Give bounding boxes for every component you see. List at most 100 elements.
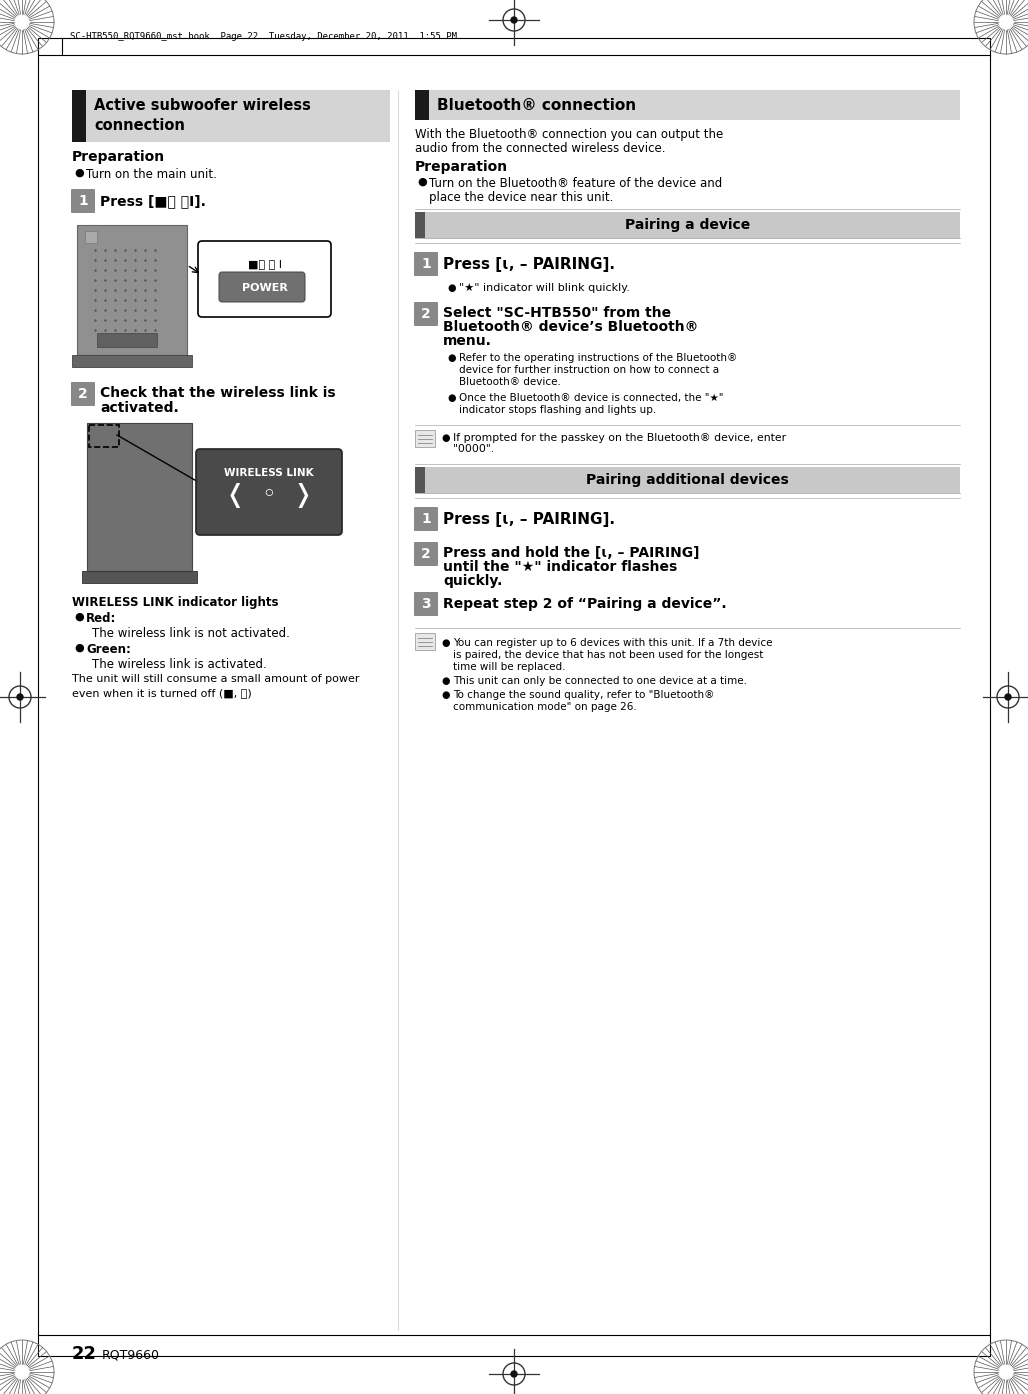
Text: ❬  ◦  ❭: ❬ ◦ ❭ <box>225 482 314 507</box>
Text: device for further instruction on how to connect a: device for further instruction on how to… <box>458 365 720 375</box>
Text: Pairing additional devices: Pairing additional devices <box>586 473 788 487</box>
Text: quickly.: quickly. <box>443 574 503 588</box>
Bar <box>415 91 960 120</box>
Text: ●: ● <box>441 676 449 686</box>
FancyBboxPatch shape <box>414 592 438 616</box>
Text: communication mode" on page 26.: communication mode" on page 26. <box>453 703 636 712</box>
FancyBboxPatch shape <box>414 302 438 326</box>
Text: ●: ● <box>74 169 83 178</box>
FancyBboxPatch shape <box>414 542 438 566</box>
Text: 1: 1 <box>421 512 431 526</box>
Text: The wireless link is activated.: The wireless link is activated. <box>91 658 266 671</box>
Text: even when it is turned off (■, ⏻): even when it is turned off (■, ⏻) <box>72 689 252 698</box>
Text: until the "★" indicator flashes: until the "★" indicator flashes <box>443 560 677 574</box>
Bar <box>415 91 429 120</box>
FancyBboxPatch shape <box>71 190 95 213</box>
Text: ●: ● <box>441 690 449 700</box>
Text: indicator stops flashing and lights up.: indicator stops flashing and lights up. <box>458 406 656 415</box>
Text: Once the Bluetooth® device is connected, the "★": Once the Bluetooth® device is connected,… <box>458 393 724 403</box>
Text: Check that the wireless link is: Check that the wireless link is <box>100 386 335 400</box>
Text: Preparation: Preparation <box>415 160 508 174</box>
Text: Bluetooth® device.: Bluetooth® device. <box>458 376 561 388</box>
FancyBboxPatch shape <box>196 449 342 535</box>
Circle shape <box>1005 694 1011 700</box>
Text: ●: ● <box>447 353 455 362</box>
Text: Turn on the main unit.: Turn on the main unit. <box>86 169 217 181</box>
Bar <box>97 333 157 347</box>
Bar <box>415 212 425 238</box>
Text: 3: 3 <box>421 597 431 611</box>
Text: Press and hold the [ɩ, – PAIRING]: Press and hold the [ɩ, – PAIRING] <box>443 546 699 560</box>
Text: RQT9660: RQT9660 <box>102 1348 160 1361</box>
Text: Pairing a device: Pairing a device <box>625 217 750 231</box>
Text: The unit will still consume a small amount of power: The unit will still consume a small amou… <box>72 675 360 684</box>
Text: ●: ● <box>74 643 83 652</box>
Text: WIRELESS LINK indicator lights: WIRELESS LINK indicator lights <box>72 597 279 609</box>
Text: Select "SC-HTB550" from the: Select "SC-HTB550" from the <box>443 307 671 321</box>
Bar <box>85 231 97 243</box>
Text: menu.: menu. <box>443 335 491 348</box>
Text: POWER: POWER <box>242 283 288 293</box>
FancyBboxPatch shape <box>414 507 438 531</box>
FancyBboxPatch shape <box>198 241 331 316</box>
Text: Press [ɩ, – PAIRING].: Press [ɩ, – PAIRING]. <box>443 512 615 527</box>
Bar <box>72 91 86 142</box>
Bar <box>415 467 960 493</box>
Circle shape <box>511 1372 517 1377</box>
Text: Active subwoofer wireless: Active subwoofer wireless <box>94 98 310 113</box>
Text: SC-HTB550_RQT9660_mst.book  Page 22  Tuesday, December 20, 2011  1:55 PM: SC-HTB550_RQT9660_mst.book Page 22 Tuesd… <box>70 32 457 40</box>
Text: "0000".: "0000". <box>453 445 494 454</box>
Text: Green:: Green: <box>86 643 131 657</box>
Text: This unit can only be connected to one device at a time.: This unit can only be connected to one d… <box>453 676 747 686</box>
Text: Press [■⏻ ⎯I].: Press [■⏻ ⎯I]. <box>100 194 206 208</box>
Text: place the device near this unit.: place the device near this unit. <box>429 191 614 204</box>
Text: 2: 2 <box>421 307 431 321</box>
FancyBboxPatch shape <box>71 382 95 406</box>
FancyBboxPatch shape <box>219 272 305 302</box>
Text: Preparation: Preparation <box>72 151 166 164</box>
Text: audio from the connected wireless device.: audio from the connected wireless device… <box>415 142 665 155</box>
Text: To change the sound quality, refer to "Bluetooth®: To change the sound quality, refer to "B… <box>453 690 714 700</box>
Text: activated.: activated. <box>100 401 179 415</box>
Text: time will be replaced.: time will be replaced. <box>453 662 565 672</box>
Text: You can register up to 6 devices with this unit. If a 7th device: You can register up to 6 devices with th… <box>453 638 772 648</box>
Text: ■⏻ ⎯ I: ■⏻ ⎯ I <box>248 259 282 269</box>
Bar <box>82 572 197 583</box>
Bar <box>87 422 192 572</box>
Bar <box>89 425 119 447</box>
Bar <box>72 355 192 367</box>
FancyBboxPatch shape <box>414 252 438 276</box>
Bar <box>72 91 390 142</box>
Text: The wireless link is not activated.: The wireless link is not activated. <box>91 627 290 640</box>
Text: 1: 1 <box>421 256 431 270</box>
Text: Refer to the operating instructions of the Bluetooth®: Refer to the operating instructions of t… <box>458 353 737 362</box>
Text: Red:: Red: <box>86 612 116 625</box>
Text: 2: 2 <box>421 546 431 560</box>
Text: ●: ● <box>417 177 427 187</box>
Text: ●: ● <box>447 393 455 403</box>
Text: Press [ɩ, – PAIRING].: Press [ɩ, – PAIRING]. <box>443 256 615 272</box>
Text: Repeat step 2 of “Pairing a device”.: Repeat step 2 of “Pairing a device”. <box>443 597 727 611</box>
Text: ●: ● <box>74 612 83 622</box>
Text: ●: ● <box>441 434 449 443</box>
Bar <box>415 633 435 650</box>
Text: ●: ● <box>441 638 449 648</box>
Text: Bluetooth® device’s Bluetooth®: Bluetooth® device’s Bluetooth® <box>443 321 698 335</box>
Text: WIRELESS LINK: WIRELESS LINK <box>224 468 314 478</box>
Text: If prompted for the passkey on the Bluetooth® device, enter: If prompted for the passkey on the Bluet… <box>453 434 786 443</box>
Text: 22: 22 <box>72 1345 97 1363</box>
Text: is paired, the device that has not been used for the longest: is paired, the device that has not been … <box>453 650 764 659</box>
Circle shape <box>17 694 23 700</box>
Text: "★" indicator will blink quickly.: "★" indicator will blink quickly. <box>458 283 630 293</box>
Bar <box>415 429 435 447</box>
Text: With the Bluetooth® connection you can output the: With the Bluetooth® connection you can o… <box>415 128 724 141</box>
Bar <box>415 212 960 238</box>
Bar <box>415 467 425 493</box>
Text: Turn on the Bluetooth® feature of the device and: Turn on the Bluetooth® feature of the de… <box>429 177 723 190</box>
Text: 1: 1 <box>78 194 87 208</box>
Bar <box>77 224 187 355</box>
Text: connection: connection <box>94 118 185 132</box>
Text: ●: ● <box>447 283 455 293</box>
Circle shape <box>511 17 517 22</box>
Text: Bluetooth® connection: Bluetooth® connection <box>437 98 636 113</box>
